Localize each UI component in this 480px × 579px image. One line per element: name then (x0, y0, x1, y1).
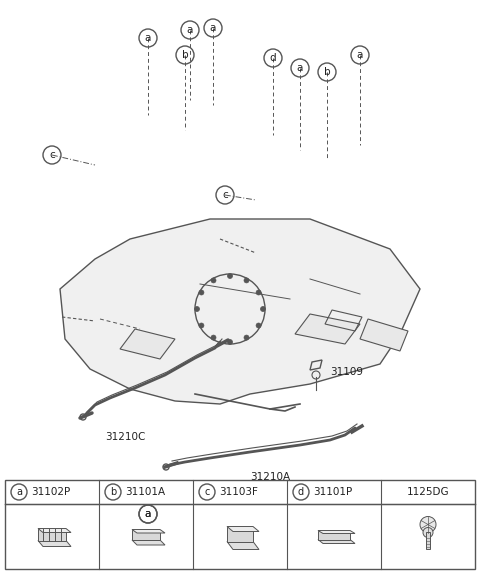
Bar (5, 480, 475, 569)
Circle shape (244, 335, 249, 340)
Polygon shape (318, 530, 350, 540)
Polygon shape (227, 526, 259, 532)
Circle shape (194, 306, 200, 312)
Polygon shape (360, 319, 408, 351)
Circle shape (199, 323, 204, 328)
Circle shape (211, 335, 216, 340)
Text: b: b (182, 50, 188, 60)
Text: 31103F: 31103F (219, 487, 258, 497)
Text: 31102P: 31102P (31, 487, 70, 497)
Polygon shape (38, 541, 71, 547)
Text: a: a (187, 25, 193, 35)
Polygon shape (318, 540, 355, 544)
Circle shape (423, 527, 433, 537)
Text: 31210C: 31210C (105, 432, 145, 442)
Polygon shape (318, 530, 355, 533)
Polygon shape (227, 526, 253, 541)
Polygon shape (132, 540, 165, 545)
Polygon shape (227, 541, 259, 549)
Polygon shape (60, 219, 420, 404)
Circle shape (256, 290, 261, 295)
Text: a: a (145, 33, 151, 43)
Text: a: a (357, 50, 363, 60)
Circle shape (420, 516, 436, 533)
Text: c: c (222, 190, 228, 200)
Circle shape (211, 278, 216, 283)
Text: 1125DG: 1125DG (407, 487, 449, 497)
Text: c: c (49, 150, 55, 160)
Polygon shape (120, 329, 175, 359)
Text: b: b (110, 487, 116, 497)
Bar (426, 532, 430, 548)
Text: b: b (324, 67, 330, 77)
Circle shape (244, 278, 249, 283)
Text: 31210A: 31210A (250, 472, 290, 482)
Text: a: a (210, 23, 216, 33)
Text: d: d (270, 53, 276, 63)
Text: a: a (297, 63, 303, 73)
Text: d: d (298, 487, 304, 497)
Text: a: a (145, 509, 151, 519)
Text: a: a (145, 509, 151, 519)
Circle shape (261, 306, 265, 312)
Text: c: c (204, 487, 210, 497)
Polygon shape (132, 530, 165, 533)
Circle shape (228, 339, 232, 345)
Polygon shape (132, 530, 160, 540)
Circle shape (256, 323, 261, 328)
Circle shape (199, 290, 204, 295)
Text: a: a (16, 487, 22, 497)
Polygon shape (38, 529, 66, 541)
Text: 31109: 31109 (330, 367, 363, 377)
Text: 31101A: 31101A (125, 487, 165, 497)
Circle shape (228, 273, 232, 278)
Polygon shape (38, 529, 71, 533)
Polygon shape (295, 314, 360, 344)
Text: 31101P: 31101P (313, 487, 352, 497)
